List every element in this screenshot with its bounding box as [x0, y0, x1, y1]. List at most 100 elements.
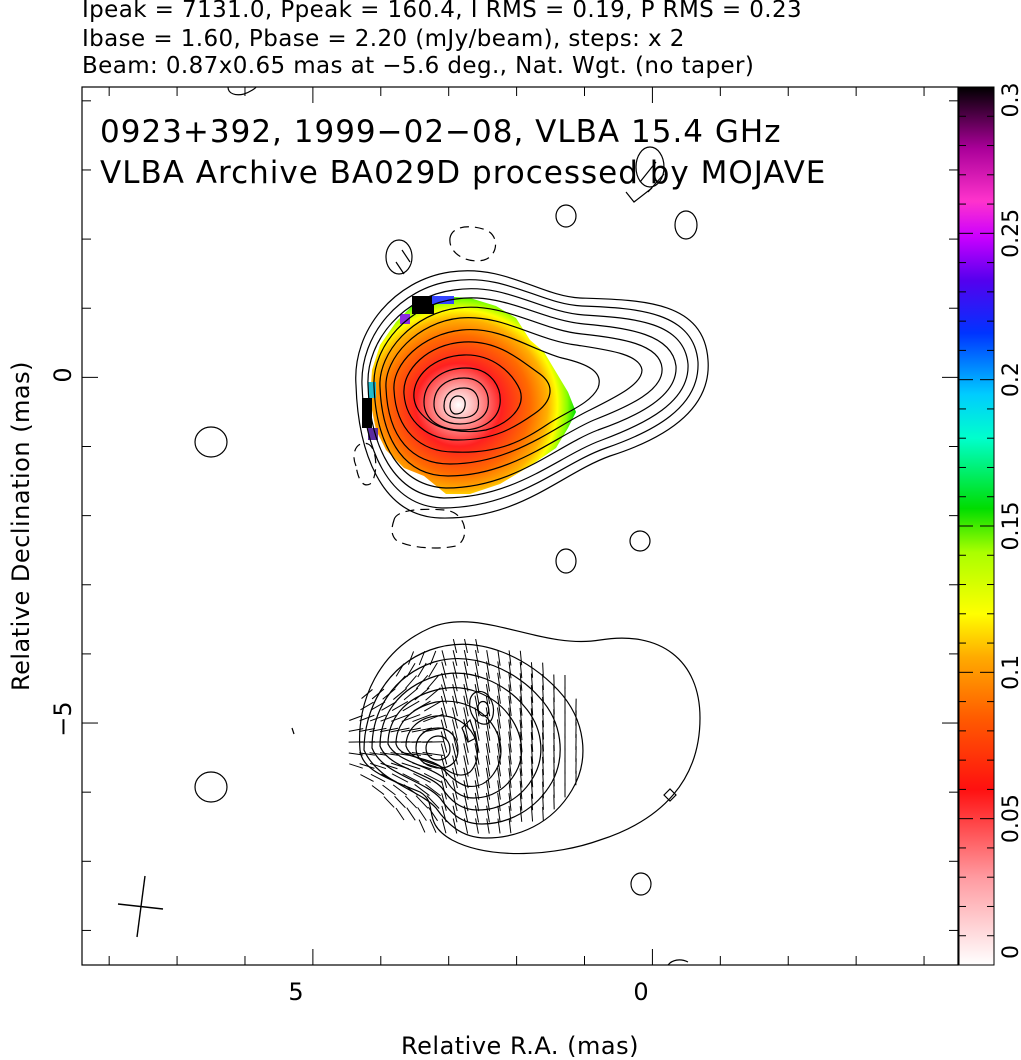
evpa-tick — [497, 767, 501, 789]
evpa-tick — [392, 784, 408, 796]
evpa-tick — [530, 696, 534, 716]
colorbar-tick-label: 0.25 — [999, 209, 1021, 258]
evpa-tick — [463, 707, 469, 729]
evpa-tick — [440, 695, 448, 717]
evpa-tick — [441, 818, 447, 834]
polarization-color-image — [362, 296, 576, 494]
evpa-tick — [519, 793, 523, 811]
evpa-tick — [463, 731, 469, 753]
evpa-tick — [475, 650, 479, 666]
evpa-tick — [359, 752, 375, 756]
evpa-tick — [441, 684, 447, 704]
y-axis-label: Relative Declination (mas) — [7, 361, 35, 691]
evpa-tick — [497, 684, 501, 704]
evpa-tick — [508, 672, 512, 692]
evpa-tick — [415, 795, 429, 809]
evpa-tick — [475, 818, 479, 834]
evpa-tick — [452, 792, 458, 812]
evpa-tick — [441, 672, 447, 692]
evpa-tick — [530, 708, 534, 728]
evpa-tick — [508, 650, 512, 666]
evpa-tick — [429, 819, 437, 833]
negative-contours — [353, 226, 497, 549]
evpa-tick — [463, 650, 469, 666]
evpa-tick — [452, 707, 458, 729]
header-line-3: Beam: 0.87x0.65 mas at −5.6 deg., Nat. W… — [82, 53, 755, 79]
x-tick-label-5: 5 — [288, 978, 303, 1006]
evpa-tick — [359, 727, 375, 733]
evpa-tick — [452, 639, 458, 653]
evpa-tick — [497, 672, 501, 692]
evpa-tick — [440, 731, 448, 753]
evpa-tick — [403, 784, 419, 796]
evpa-tick — [463, 684, 469, 704]
evpa-tick — [406, 807, 416, 821]
evpa-tick — [413, 700, 431, 712]
evpa-tick — [497, 707, 501, 729]
evpa-tick — [370, 773, 386, 783]
evpa-tick — [463, 743, 469, 765]
polarized-intensity-contours — [194, 621, 701, 965]
evpa-tick — [530, 684, 534, 704]
evpa-tick — [463, 719, 469, 741]
evpa-tick — [451, 719, 459, 741]
evpa-tick — [404, 795, 418, 809]
evpa-tick — [519, 696, 523, 716]
evpa-tick — [497, 818, 501, 834]
beam-ellipse-cross — [117, 875, 164, 938]
evpa-tick — [542, 806, 544, 822]
evpa-tick — [379, 727, 399, 733]
evpa-tick — [452, 672, 458, 692]
evpa-tick — [441, 805, 447, 823]
evpa-tick — [508, 793, 512, 811]
evpa-tick — [508, 818, 512, 834]
evpa-tick — [530, 768, 534, 788]
evpa-tick — [391, 773, 409, 783]
evpa-tick — [452, 767, 458, 789]
evpa-tick — [429, 650, 437, 666]
evpa-tick — [406, 663, 416, 677]
evpa-tick — [369, 727, 387, 733]
evpa-tick — [440, 768, 448, 788]
evpa-tick — [402, 773, 420, 783]
evpa-tick — [486, 818, 490, 834]
evpa-tick — [428, 662, 438, 678]
evpa-tick — [349, 715, 363, 721]
evpa-tick — [380, 762, 398, 770]
evpa-tick — [486, 650, 490, 666]
evpa-tick — [382, 784, 396, 796]
evpa-tick — [463, 780, 469, 800]
evpa-tick — [418, 819, 426, 833]
evpa-tick — [452, 650, 458, 666]
evpa-tick — [441, 661, 447, 679]
map-title-line-1: 0923+392, 1999−02−08, VLBA 15.4 GHz — [100, 114, 781, 150]
evpa-tick — [417, 807, 427, 821]
evpa-tick — [360, 701, 374, 711]
evpa-tick — [359, 714, 375, 722]
evpa-tick — [519, 768, 523, 788]
evpa-tick — [474, 719, 480, 741]
evpa-tick — [411, 752, 433, 756]
evpa-tick — [508, 743, 512, 765]
evpa-tick — [452, 805, 458, 823]
evpa-tick — [369, 714, 387, 722]
evpa-tick — [530, 662, 534, 678]
evpa-tick — [485, 684, 491, 704]
evpa-tick — [497, 805, 501, 823]
evpa-tick — [405, 675, 417, 689]
evpa-tick — [415, 674, 429, 690]
evpa-tick — [508, 780, 512, 800]
evpa-tick — [440, 755, 448, 777]
colorbar-ticks — [959, 86, 994, 966]
evpa-tick — [371, 688, 385, 700]
evpa-tick — [463, 661, 469, 679]
evpa-tick — [542, 720, 544, 740]
evpa-tick — [395, 807, 405, 821]
evpa-tick — [485, 731, 491, 753]
evpa-tick — [403, 687, 419, 701]
evpa-tick — [530, 781, 534, 799]
evpa-tick — [508, 731, 512, 753]
evpa-tick — [452, 695, 458, 717]
evpa-tick — [441, 793, 447, 811]
